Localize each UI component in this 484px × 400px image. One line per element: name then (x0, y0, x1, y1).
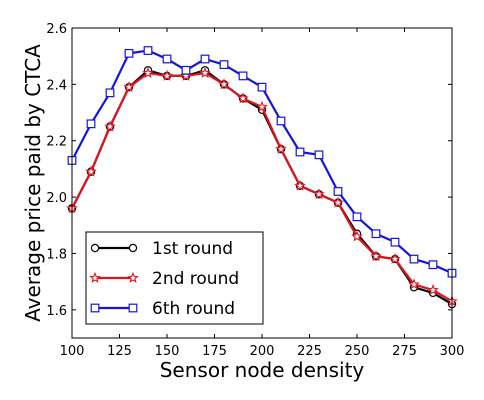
legend-label: 1st round (152, 239, 233, 259)
data-point (257, 82, 267, 92)
data-point (314, 150, 324, 160)
legend-marker (90, 243, 100, 253)
x-axis-label: Sensor node density (160, 358, 365, 382)
y-tick-label: 2.4 (46, 78, 67, 93)
x-tick-label: 275 (392, 344, 417, 359)
x-tick-label: 300 (440, 344, 465, 359)
legend-entry: 1st round (90, 239, 233, 259)
legend-label: 2nd round (152, 269, 239, 289)
data-point (352, 212, 362, 222)
data-point (409, 254, 419, 264)
data-point (275, 143, 287, 155)
legend-marker (90, 303, 100, 313)
y-tick-label: 2.6 (46, 22, 67, 37)
data-point (390, 237, 400, 247)
legend-marker (128, 303, 138, 313)
x-tick-label: 150 (155, 344, 180, 359)
data-point (142, 66, 154, 79)
data-point (295, 147, 305, 157)
data-point (313, 188, 325, 200)
data-point (143, 46, 153, 55)
data-point (105, 88, 115, 98)
legend-label: 6th round (152, 299, 235, 319)
data-point (181, 65, 191, 75)
legend: 1st round 2nd round 6th round (85, 231, 264, 325)
data-point (104, 120, 116, 132)
y-tick-label: 1.8 (46, 247, 67, 262)
data-point (294, 179, 306, 191)
data-point (86, 119, 96, 129)
y-axis-label: Average price paid by CTCA (21, 44, 45, 322)
data-point (123, 81, 135, 93)
data-point (162, 54, 172, 64)
data-point (218, 78, 230, 90)
data-point (85, 165, 97, 177)
x-tick-label: 225 (297, 344, 322, 359)
data-point (428, 260, 438, 270)
legend-marker (128, 243, 138, 253)
data-point (276, 116, 286, 126)
y-tick-label: 1.6 (46, 304, 67, 319)
legend-marker (89, 271, 101, 283)
data-point (371, 229, 381, 239)
legend-marker (127, 271, 139, 283)
data-point (199, 66, 211, 79)
legend-entry: 6th round (90, 299, 235, 319)
data-point (427, 283, 439, 296)
x-tick-label: 250 (345, 344, 370, 359)
data-point (333, 187, 343, 196)
data-point (161, 69, 173, 81)
data-point (219, 60, 229, 70)
x-tick-label: 125 (107, 344, 132, 359)
y-tick-label: 2.2 (46, 135, 67, 150)
data-point (408, 278, 420, 290)
data-point (256, 100, 268, 112)
ticks-layer: 100 125 150 175 200 225 250 275 300 1.6 1.8 2.0 2.2 2… (46, 22, 464, 359)
data-point (370, 250, 382, 262)
x-tick-label: 175 (202, 344, 227, 359)
data-point (332, 196, 344, 208)
data-point (124, 48, 134, 58)
legend-entry: 2nd round (89, 269, 239, 289)
data-point (351, 230, 363, 242)
series-layer (66, 46, 458, 309)
data-point (200, 54, 210, 64)
series-3 (67, 46, 457, 278)
y-tick-label: 2.0 (46, 191, 67, 206)
x-tick-label: 100 (60, 344, 85, 359)
data-point (238, 71, 248, 81)
data-point (237, 92, 249, 104)
data-point (389, 252, 401, 265)
x-tick-label: 200 (250, 344, 275, 359)
